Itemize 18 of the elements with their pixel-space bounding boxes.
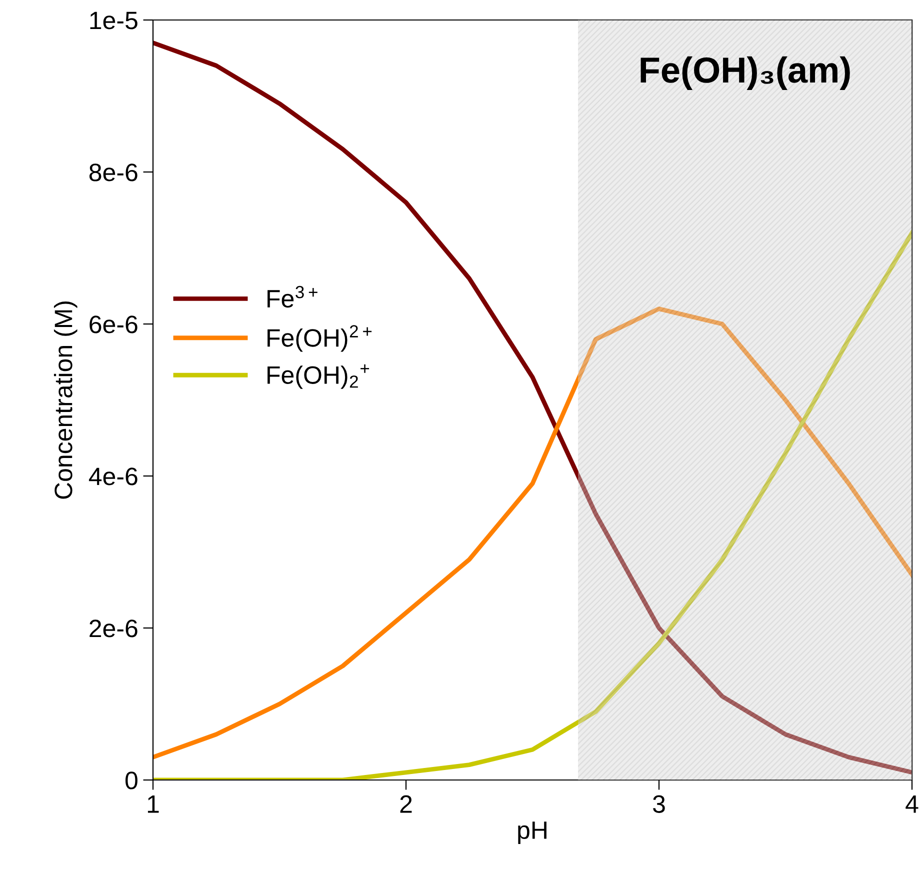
x-axis-title: pH <box>518 822 546 844</box>
y-tick-label: 6e-6 <box>90 316 138 334</box>
y-tick-label: 0 <box>125 772 138 790</box>
band-label: Fe(OH)₃(am) <box>640 56 850 90</box>
legend-label: Fe$^{3+}$ <box>268 286 318 308</box>
y-axis-title: Concentration (M) <box>54 302 78 499</box>
x-tick-label: 1 <box>148 796 159 813</box>
x-tick-label: 2 <box>400 795 412 813</box>
line-series <box>153 306 912 760</box>
legend-label: Fe(OH)$^{2+}$ <box>268 325 372 352</box>
x-tick-label: 4 <box>906 796 918 813</box>
y-tick-label: 8e-6 <box>89 164 138 182</box>
line-series <box>153 40 912 775</box>
legend-label: Fe(OH)$_{2}$$^{+}$ <box>268 364 370 389</box>
y-tick-label: 1e-5 <box>90 12 138 30</box>
x-tick-label: 3 <box>653 795 665 813</box>
y-tick-label: 4e-6 <box>88 468 138 486</box>
y-tick-label: 2e-6 <box>90 620 138 638</box>
